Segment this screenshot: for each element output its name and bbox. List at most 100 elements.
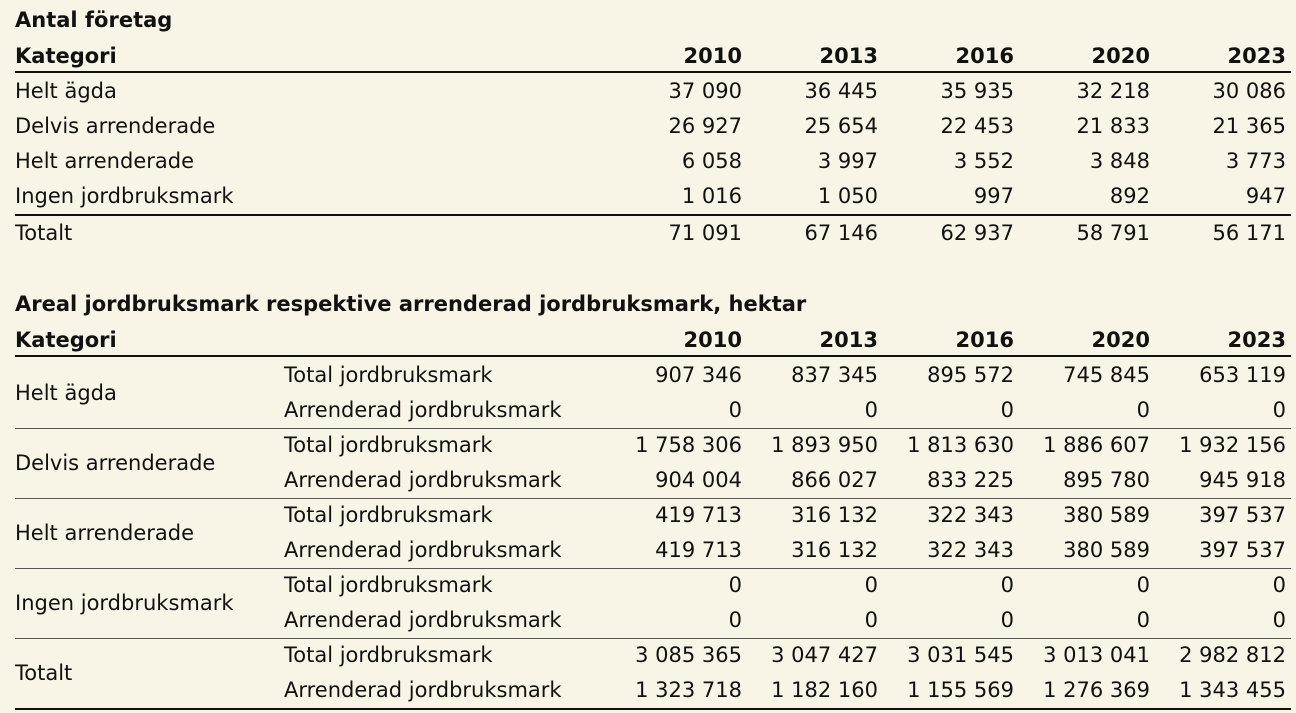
cell: 895 572: [927, 363, 1014, 387]
cell: 0: [728, 573, 742, 597]
table-row: Helt arrenderade 6 058 3 997 3 552 3 848…: [15, 144, 1291, 179]
row-label: Arrenderad jordbruksmark: [284, 468, 562, 492]
table1-title: Antal företag: [15, 8, 173, 32]
table-row: Helt ägda 37 090 36 445 35 935 32 218 30…: [15, 74, 1291, 109]
cell: 26 927: [668, 114, 742, 138]
header-year-2013: 2013: [819, 328, 878, 352]
table-group: Ingen jordbruksmark Total jordbruksmark …: [15, 568, 1291, 639]
row-label: Helt arrenderade: [15, 149, 194, 173]
table-row: Arrenderad jordbruksmark 419 713 316 132…: [15, 533, 1291, 568]
cell: 316 132: [791, 538, 878, 562]
group-label: Totalt: [15, 661, 73, 685]
table-group: Delvis arrenderade Total jordbruksmark 1…: [15, 428, 1291, 499]
cell: 1 155 569: [907, 678, 1014, 702]
cell: 397 537: [1199, 503, 1286, 527]
cell: 22 453: [940, 114, 1014, 138]
header-year-2020: 2020: [1091, 328, 1150, 352]
cell: 380 589: [1063, 538, 1150, 562]
cell: 866 027: [791, 468, 878, 492]
cell: 322 343: [927, 538, 1014, 562]
cell: 37 090: [668, 79, 742, 103]
cell: 0: [1272, 608, 1286, 632]
cell: 904 004: [655, 468, 742, 492]
table-row: Arrenderad jordbruksmark 0 0 0 0 0: [15, 603, 1291, 638]
header-year-2016: 2016: [955, 328, 1014, 352]
cell: 1 050: [817, 184, 878, 208]
row-label: Arrenderad jordbruksmark: [284, 608, 562, 632]
header-category: Kategori: [15, 328, 117, 352]
cell: 0: [1136, 608, 1150, 632]
cell: 322 343: [927, 503, 1014, 527]
header-year-2023: 2023: [1227, 328, 1286, 352]
row-label: Arrenderad jordbruksmark: [284, 678, 562, 702]
table-row: Delvis arrenderade 26 927 25 654 22 453 …: [15, 109, 1291, 144]
row-label: Total jordbruksmark: [284, 363, 493, 387]
table-row: Arrenderad jordbruksmark 904 004 866 027…: [15, 463, 1291, 498]
table-row: Arrenderad jordbruksmark 1 323 718 1 182…: [15, 673, 1291, 708]
cell: 3 773: [1225, 149, 1286, 173]
cell: 6 058: [681, 149, 742, 173]
cell: 3 085 365: [635, 643, 742, 667]
cell: 2 982 812: [1179, 643, 1286, 667]
cell: 0: [1272, 573, 1286, 597]
cell: 3 848: [1089, 149, 1150, 173]
cell: 0: [864, 573, 878, 597]
table-total-row: Totalt 71 091 67 146 62 937 58 791 56 17…: [15, 214, 1291, 251]
cell: 0: [1000, 573, 1014, 597]
table-row: Total jordbruksmark 419 713 316 132 322 …: [15, 498, 1291, 533]
cell: 1 276 369: [1043, 678, 1150, 702]
header-year-2016: 2016: [955, 44, 1014, 68]
cell: 56 171: [1212, 221, 1286, 245]
cell: 907 346: [655, 363, 742, 387]
header-year-2013: 2013: [819, 44, 878, 68]
cell: 1 323 718: [635, 678, 742, 702]
cell: 0: [1000, 608, 1014, 632]
header-year-2020: 2020: [1091, 44, 1150, 68]
cell: 997: [973, 184, 1014, 208]
cell: 3 047 427: [771, 643, 878, 667]
cell: 71 091: [668, 221, 742, 245]
cell: 1 886 607: [1043, 433, 1150, 457]
table1-header-row: Kategori 2010 2013 2016 2020 2023: [15, 41, 1291, 73]
cell: 397 537: [1199, 538, 1286, 562]
group-label: Helt ägda: [15, 381, 117, 405]
table2-header-row: Kategori 2010 2013 2016 2020 2023: [15, 325, 1291, 357]
table-row: Ingen jordbruksmark 1 016 1 050 997 892 …: [15, 179, 1291, 214]
cell: 3 552: [953, 149, 1014, 173]
group-label: Delvis arrenderade: [15, 451, 216, 475]
cell: 1 893 950: [771, 433, 878, 457]
cell: 21 365: [1212, 114, 1286, 138]
row-label: Arrenderad jordbruksmark: [284, 538, 562, 562]
table2-title: Areal jordbruksmark respektive arrendera…: [15, 292, 807, 316]
cell: 1 343 455: [1179, 678, 1286, 702]
row-label: Total jordbruksmark: [284, 573, 493, 597]
cell: 3 997: [817, 149, 878, 173]
cell: 0: [864, 608, 878, 632]
cell: 833 225: [927, 468, 1014, 492]
cell: 1 932 156: [1179, 433, 1286, 457]
cell: 32 218: [1076, 79, 1150, 103]
cell: 21 833: [1076, 114, 1150, 138]
cell: 25 654: [804, 114, 878, 138]
cell: 0: [728, 398, 742, 422]
cell: 892: [1109, 184, 1150, 208]
table-row: Total jordbruksmark 907 346 837 345 895 …: [15, 358, 1291, 393]
row-label: Arrenderad jordbruksmark: [284, 398, 562, 422]
table-row: Total jordbruksmark 0 0 0 0 0: [15, 568, 1291, 603]
row-label: Total jordbruksmark: [284, 503, 493, 527]
cell: 0: [1136, 573, 1150, 597]
cell: 947: [1245, 184, 1286, 208]
cell: 3 031 545: [907, 643, 1014, 667]
cell: 58 791: [1076, 221, 1150, 245]
cell: 1 758 306: [635, 433, 742, 457]
group-label: Ingen jordbruksmark: [15, 591, 234, 615]
cell: 380 589: [1063, 503, 1150, 527]
cell: 0: [1000, 398, 1014, 422]
group-label: Helt arrenderade: [15, 521, 194, 545]
cell: 837 345: [791, 363, 878, 387]
table-row: Total jordbruksmark 3 085 365 3 047 427 …: [15, 638, 1291, 673]
table-group: Helt arrenderade Total jordbruksmark 419…: [15, 498, 1291, 569]
header-year-2023: 2023: [1227, 44, 1286, 68]
table-row: Total jordbruksmark 1 758 306 1 893 950 …: [15, 428, 1291, 463]
cell: 36 445: [804, 79, 878, 103]
